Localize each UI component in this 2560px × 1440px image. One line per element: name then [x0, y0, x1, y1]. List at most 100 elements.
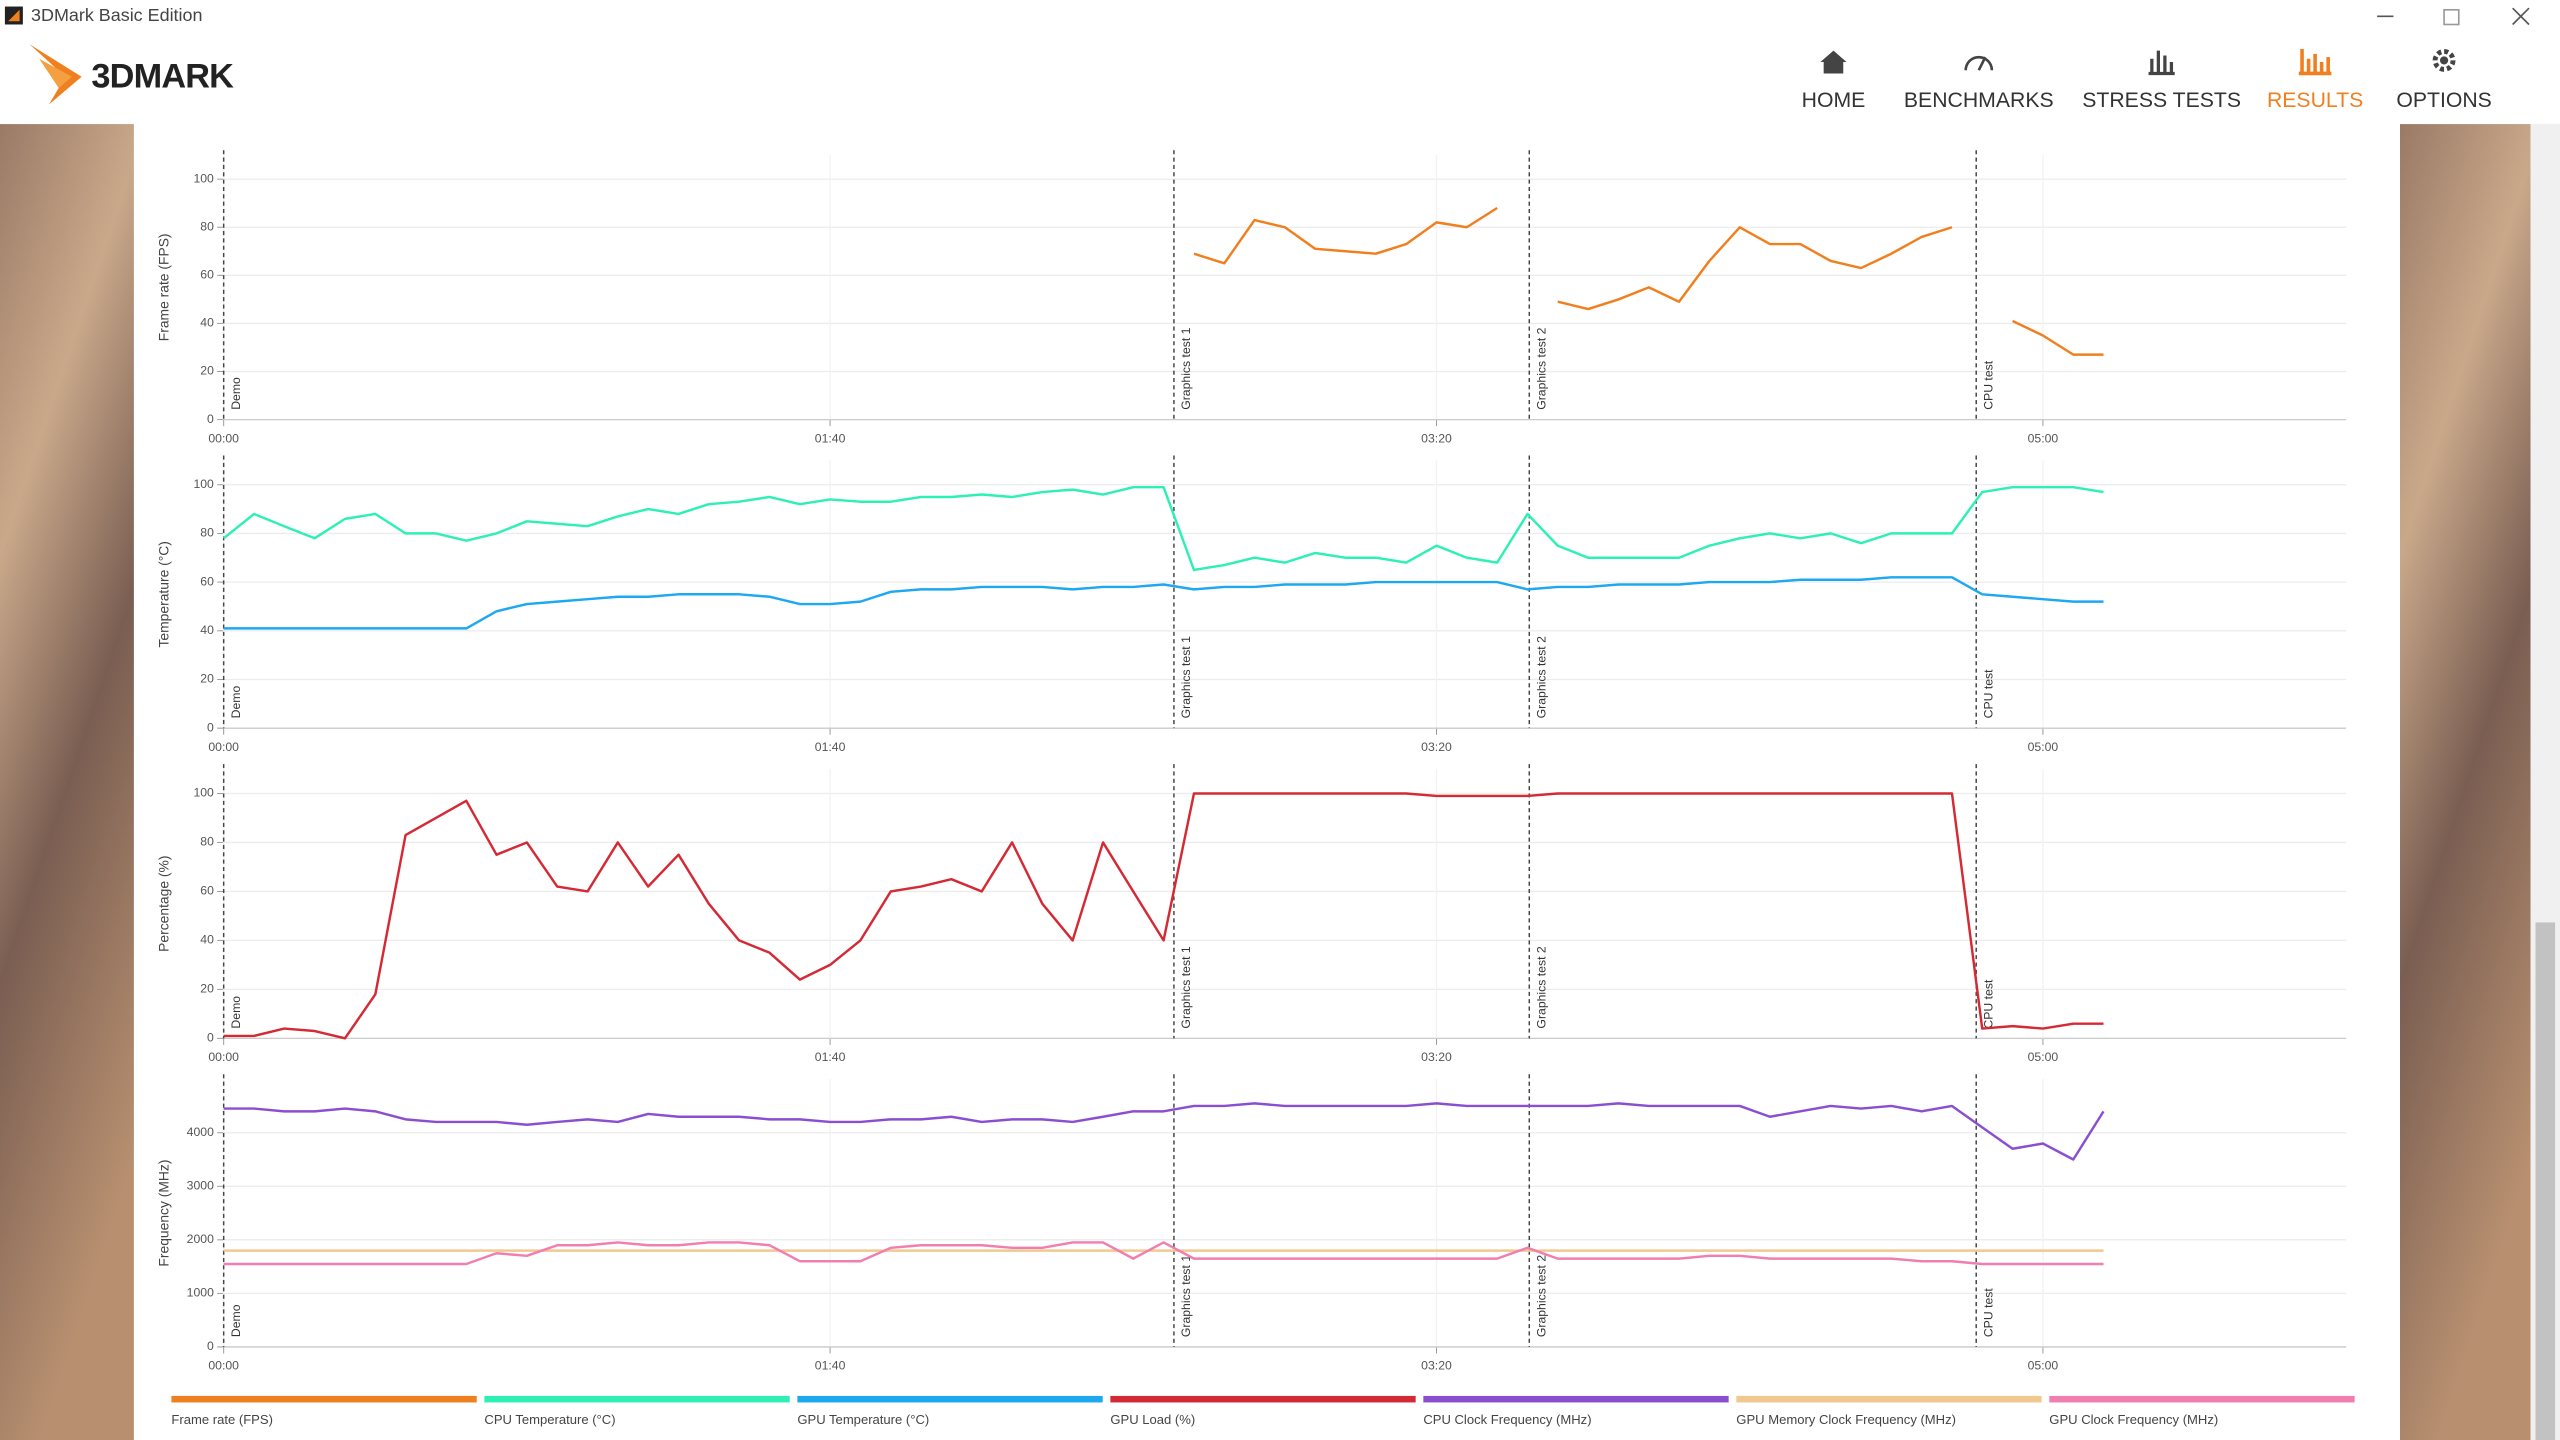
legend-label: GPU Temperature (°C)	[797, 1412, 929, 1427]
x-tick-label: 00:00	[208, 1050, 239, 1064]
x-tick-label: 05:00	[2028, 740, 2059, 754]
legend-label: CPU Clock Frequency (MHz)	[1423, 1412, 1591, 1427]
y-tick-label: 100	[193, 171, 214, 185]
y-axis-label: Percentage (%)	[156, 856, 172, 952]
y-tick-label: 80	[200, 835, 214, 849]
legend-swatch	[484, 1395, 790, 1403]
nav-item[interactable]: BENCHMARKS	[1904, 89, 2054, 112]
legend-label: GPU Clock Frequency (MHz)	[2049, 1412, 2218, 1427]
results-icon[interactable]	[2298, 48, 2332, 76]
y-tick-label: 60	[200, 268, 214, 282]
phase-label: Demo	[229, 686, 243, 719]
legend-swatch	[1736, 1395, 2042, 1403]
x-tick-label: 05:00	[2028, 1050, 2059, 1064]
close-button[interactable]	[2512, 7, 2530, 26]
series-line	[223, 1102, 2105, 1161]
x-tick-label: 05:00	[2028, 431, 2059, 445]
legend-swatch	[2049, 1395, 2355, 1403]
y-tick-label: 4000	[187, 1125, 214, 1139]
phase-label: Graphics test 1	[1179, 946, 1193, 1028]
y-tick-label: 40	[200, 623, 214, 637]
y-tick-label: 0	[207, 1031, 214, 1045]
restore-button[interactable]	[2443, 8, 2460, 26]
legend-swatch	[1423, 1395, 1729, 1403]
y-tick-label: 100	[193, 477, 214, 491]
legend-swatch	[171, 1395, 477, 1403]
benchmarks-icon[interactable]	[1964, 55, 1994, 71]
series-line	[222, 485, 2104, 572]
phase-label: Graphics test 1	[1179, 636, 1193, 718]
y-tick-label: 0	[207, 1339, 214, 1353]
series-line	[1193, 206, 2104, 356]
y-axis-label: Frequency (MHz)	[156, 1160, 172, 1267]
window-title: 3DMark Basic Edition	[31, 5, 202, 25]
logo-mark	[29, 44, 82, 105]
legend: Frame rate (FPS) CPU Temperature (°C) GPU …	[171, 1395, 2355, 1427]
charts: 0 20 40 60 80 100 00:00 01:40 03:20 05:00 Frame ra…	[156, 150, 2347, 1373]
phase-label: Graphics test 1	[1179, 327, 1193, 409]
phase-label: CPU test	[1982, 360, 1996, 410]
x-tick-label: 00:00	[208, 1359, 239, 1373]
y-tick-label: 60	[200, 574, 214, 588]
legend-swatch	[797, 1395, 1103, 1403]
x-tick-label: 01:40	[815, 1359, 846, 1373]
nav-item[interactable]: RESULTS	[2267, 89, 2363, 112]
series-line	[223, 792, 2104, 1040]
x-tick-label: 03:20	[1421, 1359, 1452, 1373]
nav-item[interactable]: STRESS TESTS	[2082, 89, 2241, 112]
logo-mark-inner	[39, 58, 72, 89]
side-art-right	[2400, 124, 2531, 1440]
y-tick-label: 20	[200, 364, 214, 378]
phase-label: Demo	[229, 996, 243, 1029]
chart: 0 20 40 60 80 100 00:00 01:40 03:20 05:00 Frame ra…	[156, 150, 2347, 445]
phase-label: Graphics test 2	[1535, 946, 1549, 1028]
y-tick-label: 80	[200, 526, 214, 540]
x-tick-label: 01:40	[815, 1050, 846, 1064]
phase-label: Graphics test 1	[1179, 1255, 1193, 1337]
phase-label: CPU test	[1982, 979, 1996, 1029]
scrollbar-thumb[interactable]	[2535, 922, 2556, 1440]
x-tick-label: 00:00	[208, 740, 239, 754]
nav-item[interactable]: OPTIONS	[2396, 89, 2492, 112]
phase-label: Graphics test 2	[1535, 636, 1549, 718]
logo-text: 3DMARK	[91, 57, 234, 95]
x-tick-label: 00:00	[208, 431, 239, 445]
home-icon[interactable]	[1820, 50, 1847, 74]
x-tick-label: 05:00	[2028, 1359, 2059, 1373]
y-tick-label: 1000	[187, 1286, 214, 1300]
legend-label: CPU Temperature (°C)	[484, 1412, 615, 1427]
legend-swatch	[1110, 1395, 1416, 1403]
options-icon[interactable]	[2432, 48, 2456, 72]
y-tick-label: 20	[200, 982, 214, 996]
x-tick-label: 01:40	[815, 431, 846, 445]
phase-label: Demo	[229, 377, 243, 410]
stress-icon[interactable]	[2148, 50, 2175, 76]
x-tick-label: 03:20	[1421, 431, 1452, 445]
series-line	[223, 576, 2104, 630]
options-icon-core[interactable]	[2440, 56, 2449, 65]
phase-label: CPU test	[1982, 1288, 1996, 1338]
y-tick-label: 3000	[187, 1179, 214, 1193]
y-axis-label: Frame rate (FPS)	[156, 233, 172, 341]
y-axis-label: Temperature (°C)	[156, 541, 172, 647]
x-tick-label: 03:20	[1421, 740, 1452, 754]
nav-item[interactable]: HOME	[1802, 89, 1866, 112]
y-tick-label: 80	[200, 219, 214, 233]
y-tick-label: 60	[200, 884, 214, 898]
chart: 0 20 40 60 80 100 00:00 01:40 03:20 05:00 Temperat…	[156, 455, 2347, 754]
benchmarks-icon-needle[interactable]	[1977, 56, 1987, 71]
legend-label: Frame rate (FPS)	[171, 1412, 273, 1427]
y-tick-label: 40	[200, 316, 214, 330]
legend-label: GPU Memory Clock Frequency (MHz)	[1736, 1412, 1956, 1427]
nav-bar: HOME BENCHMARKS STRESS TESTS RESULTS OPTIONS	[1802, 89, 2492, 112]
y-tick-label: 40	[200, 933, 214, 947]
phase-label: CPU test	[1982, 669, 1996, 719]
y-tick-label: 0	[207, 412, 214, 426]
chart: 0 20 40 60 80 100 00:00 01:40 03:20 05:00 Percenta…	[156, 764, 2347, 1064]
y-tick-label: 0	[207, 720, 214, 734]
phase-label: Demo	[229, 1304, 243, 1337]
y-tick-label: 100	[193, 786, 214, 800]
